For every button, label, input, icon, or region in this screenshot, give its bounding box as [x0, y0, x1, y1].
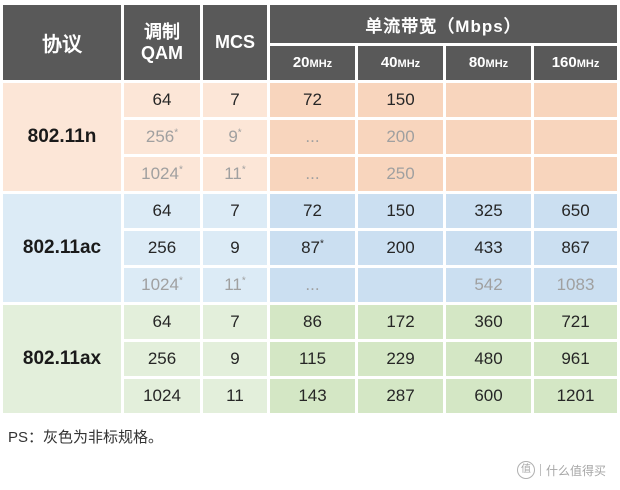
protocol-cell-802.11ac: 802.11ac	[3, 194, 121, 302]
data-cell: 256	[124, 231, 200, 265]
table-row: 256* 9*... 200	[3, 120, 618, 154]
data-cell: 7	[203, 83, 267, 117]
data-cell: 64	[124, 83, 200, 117]
data-cell: 9	[203, 342, 267, 376]
data-cell: 542	[446, 268, 531, 302]
data-cell: 256*	[124, 120, 200, 154]
table-row: 802.11ax 64 7 86 172 360 721	[3, 305, 618, 413]
data-cell: 9*	[203, 120, 267, 154]
watermark-divider	[539, 464, 541, 476]
data-cell: 143	[270, 379, 355, 413]
data-cell: 721	[534, 305, 618, 339]
data-cell: 250	[358, 157, 443, 191]
data-cell: 1024*	[124, 268, 200, 302]
data-cell: 172	[358, 305, 443, 339]
header-160mhz: 160MHz	[534, 46, 618, 80]
smzdm-logo-icon: 值	[516, 461, 535, 479]
table-row: 256 9 87* 200 433 867	[3, 231, 618, 265]
data-cell: 1083	[534, 268, 618, 302]
data-cell	[446, 157, 531, 191]
data-cell: ...	[270, 157, 355, 191]
table-row: 802.11ac 64 7 72 150 325 650	[3, 194, 618, 302]
header-bandwidth-title: 单流带宽（Mbps）	[270, 5, 618, 43]
data-cell: 7	[203, 194, 267, 228]
data-cell: 961	[534, 342, 618, 376]
data-cell: 72	[270, 83, 355, 117]
data-cell: 433	[446, 231, 531, 265]
data-cell: 287	[358, 379, 443, 413]
table-header: 协议 调制 QAM MCS 单流带宽（Mbps） 20MHz 40MHz 80MHz…	[3, 5, 618, 80]
data-cell: 64	[124, 194, 200, 228]
protocol-cell-802.11ax: 802.11ax	[3, 305, 121, 413]
data-cell: 11	[203, 379, 267, 413]
table-row: 1024 11 143 287 600 1201	[3, 379, 618, 413]
data-cell: 1024	[124, 379, 200, 413]
data-cell: 200	[358, 231, 443, 265]
data-cell: 360	[446, 305, 531, 339]
data-cell: 229	[358, 342, 443, 376]
data-cell: ...	[270, 268, 355, 302]
data-cell: 11*	[203, 268, 267, 302]
data-cell: 150	[358, 83, 443, 117]
data-cell: 9	[203, 231, 267, 265]
data-cell: 72	[270, 194, 355, 228]
data-cell: ...	[270, 120, 355, 154]
data-cell: 1201	[534, 379, 618, 413]
data-cell: 600	[446, 379, 531, 413]
data-cell: 480	[446, 342, 531, 376]
table-body: 802.11n 64 7 72 150 256* 9*... 200 1024* 11*... 25…	[3, 83, 618, 413]
data-cell	[446, 83, 531, 117]
data-cell	[446, 120, 531, 154]
data-cell	[534, 120, 618, 154]
protocol-cell-802.11n: 802.11n	[3, 83, 121, 191]
data-cell: 325	[446, 194, 531, 228]
data-cell: 1024*	[124, 157, 200, 191]
data-cell: 200	[358, 120, 443, 154]
data-cell	[534, 157, 618, 191]
data-cell: 650	[534, 194, 618, 228]
data-cell: 867	[534, 231, 618, 265]
data-cell: 86	[270, 305, 355, 339]
data-cell	[534, 83, 618, 117]
watermark: 值 什么值得买	[8, 461, 612, 479]
header-protocol: 协议	[3, 5, 121, 80]
table-row: 1024* 11*... 542 1083	[3, 268, 618, 302]
table-row: 1024* 11*... 250	[3, 157, 618, 191]
data-cell: 256	[124, 342, 200, 376]
header-20mhz: 20MHz	[270, 46, 355, 80]
data-cell: 150	[358, 194, 443, 228]
watermark-text: 什么值得买	[545, 463, 606, 478]
header-40mhz: 40MHz	[358, 46, 443, 80]
data-cell: 11*	[203, 157, 267, 191]
data-cell: 7	[203, 305, 267, 339]
data-cell: 87*	[270, 231, 355, 265]
data-cell	[358, 268, 443, 302]
footer: PS：灰色为非标规格。 值 什么值得买	[0, 416, 620, 479]
data-cell: 115	[270, 342, 355, 376]
wifi-bandwidth-table: 协议 调制 QAM MCS 单流带宽（Mbps） 20MHz 40MHz 80MHz…	[0, 2, 620, 416]
table-row: 256 9 115 229 480 961	[3, 342, 618, 376]
header-80mhz: 80MHz	[446, 46, 531, 80]
header-mcs: MCS	[203, 5, 267, 80]
header-qam: 调制 QAM	[124, 5, 200, 80]
data-cell: 64	[124, 305, 200, 339]
header-mhz-row: 20MHz 40MHz 80MHz 160MHz	[3, 46, 618, 80]
table-row: 802.11n 64 7 72 150	[3, 83, 618, 191]
ps-note: PS：灰色为非标规格。	[8, 429, 164, 446]
